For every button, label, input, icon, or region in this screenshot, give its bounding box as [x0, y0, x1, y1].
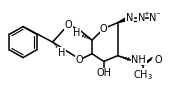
Text: O: O — [154, 55, 162, 65]
Text: N: N — [138, 13, 145, 23]
Text: N: N — [149, 13, 157, 23]
Text: O: O — [100, 23, 108, 33]
Text: +: + — [143, 11, 149, 17]
Text: OH: OH — [96, 68, 111, 78]
Text: H: H — [58, 48, 65, 58]
Text: N: N — [126, 13, 133, 23]
Text: $\mathregular{CH_3}$: $\mathregular{CH_3}$ — [133, 68, 153, 82]
Polygon shape — [118, 16, 130, 23]
Text: O: O — [65, 20, 72, 30]
Text: O: O — [75, 55, 83, 65]
Text: H: H — [73, 28, 80, 38]
Text: NH: NH — [131, 55, 146, 65]
Text: -: - — [156, 9, 159, 18]
